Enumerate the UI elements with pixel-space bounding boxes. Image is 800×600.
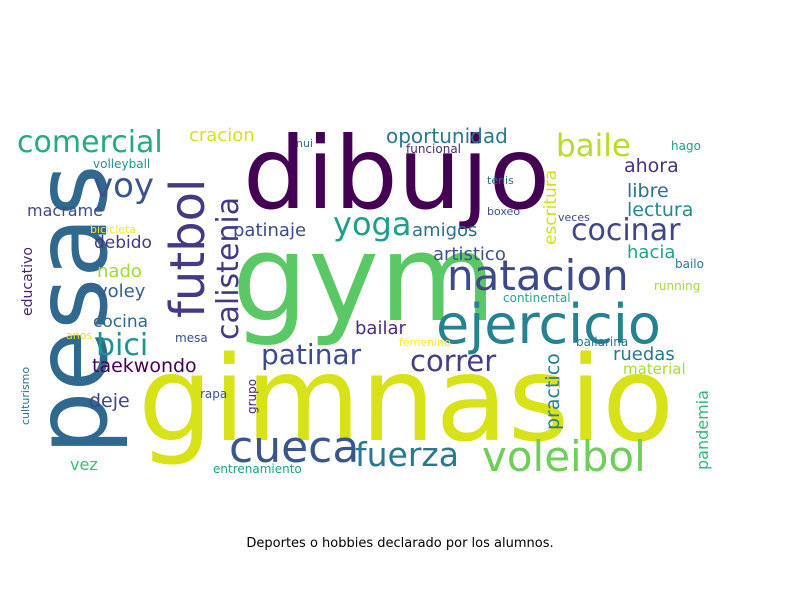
word-bicicleta: bicicleta (90, 223, 136, 236)
word-patinar: patinar (261, 338, 362, 371)
figure-caption: Deportes o hobbies declarado por los alu… (246, 536, 554, 551)
word-pandemia: pandemia (693, 390, 712, 470)
word-educativo: educativo (20, 247, 36, 316)
word-bailar: bailar (355, 318, 406, 339)
word-debido: debido (94, 233, 152, 253)
word-futbol: futbol (160, 179, 216, 318)
word-ejercicio: ejercicio (436, 293, 661, 356)
word-entrenamiento: entrenamiento (213, 462, 302, 476)
word-yoga: yoga (333, 205, 411, 243)
word-nado: nado (97, 261, 142, 282)
word-mesa: mesa (175, 331, 208, 345)
word-cocina: cocina (93, 312, 148, 332)
word-natacion: natacion (447, 251, 629, 300)
word-libre: libre (627, 180, 669, 202)
word-voley: voley (97, 281, 146, 302)
word-bici: bici (96, 328, 148, 363)
word-material: material (623, 360, 686, 378)
word-ruedas: ruedas (613, 344, 675, 365)
word-gym: gym (232, 210, 496, 349)
word-culturismo: culturismo (19, 367, 32, 425)
word-taekwondo: taekwondo (92, 355, 197, 377)
word-funcional: funcional (406, 142, 461, 156)
word-amigos: amigos (412, 220, 477, 241)
word-oportunidad: oportunidad (386, 124, 508, 148)
word-fuerza: fuerza (355, 435, 459, 474)
word-comercial: comercial (17, 125, 163, 160)
word-voleibol: voleibol (482, 432, 646, 481)
word-voy: voy (93, 166, 154, 206)
word-running: running (654, 279, 700, 293)
word-veces: veces (558, 211, 590, 224)
word-artistico: artistico (433, 244, 506, 265)
word-bailarina: bailarina (576, 335, 628, 349)
word-lectura: lectura (627, 199, 693, 221)
word-ahora: ahora (624, 155, 679, 177)
word-macrame: macrame (27, 201, 103, 220)
word-correr: correr (410, 344, 496, 378)
word-pesas: pesas (13, 165, 130, 455)
word-vez: vez (70, 455, 98, 474)
word-cracion: cracion (189, 125, 255, 146)
word-cueca: cueca (229, 422, 359, 473)
word-anos: anos (66, 329, 92, 342)
word-boxeo: boxeo (487, 205, 520, 218)
word-grupo: grupo (245, 379, 259, 414)
word-baile: baile (556, 128, 631, 164)
word-patinaje: patinaje (233, 220, 306, 241)
word-rapa: rapa (200, 387, 227, 401)
word-femenino: femenino (399, 336, 451, 349)
word-gimnasio: gimnasio (138, 330, 674, 468)
word-tenis: tenis (487, 174, 514, 187)
word-practico: practico (542, 353, 564, 430)
word-dibujo: dibujo (243, 115, 550, 232)
word-volleyball: volleyball (93, 157, 150, 171)
word-deje: deje (89, 390, 130, 412)
word-hacia: hacia (627, 242, 675, 263)
word-calistenia: calistenia (211, 197, 246, 340)
word-cocinar: cocinar (571, 213, 681, 248)
word-escritura: escritura (541, 170, 561, 245)
word-hago: hago (671, 139, 701, 153)
word-bailo: bailo (675, 257, 704, 271)
word-nui: nui (296, 137, 313, 150)
word-continental: continental (503, 291, 571, 305)
